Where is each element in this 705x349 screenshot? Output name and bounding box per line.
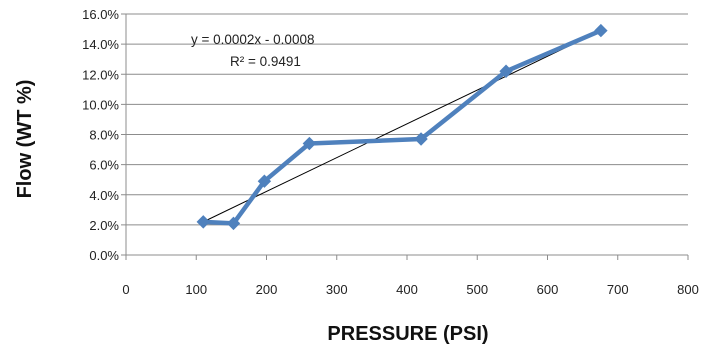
x-tick-label: 600	[537, 282, 559, 297]
trendline	[203, 30, 602, 223]
y-tick-label: 12.0%	[82, 67, 119, 82]
data-point-marker	[196, 215, 210, 229]
trendline-line	[203, 30, 602, 223]
x-tick-label: 200	[256, 282, 278, 297]
data-point-marker	[414, 132, 428, 146]
x-tick-label: 700	[607, 282, 629, 297]
y-tick-label: 14.0%	[82, 37, 119, 52]
y-tick-label: 10.0%	[82, 97, 119, 112]
y-axis-title: Flow (WT %)	[14, 80, 36, 199]
y-tick-label: 2.0%	[89, 218, 119, 233]
x-tick-label: 0	[122, 282, 129, 297]
x-tick-labels: 0 100 200 300 400 500 600 700 800	[122, 282, 698, 297]
y-tick-label: 0.0%	[89, 248, 119, 263]
axes	[121, 13, 689, 260]
data-point-marker	[257, 174, 272, 188]
y-tick-labels: 0.0% 2.0% 4.0% 6.0% 8.0% 10.0% 12.0% 14.0% 16.0%	[82, 7, 119, 263]
x-tick-label: 100	[185, 282, 207, 297]
x-axis-title: PRESSURE (PSI)	[327, 323, 488, 345]
y-tick-label: 16.0%	[82, 7, 119, 22]
data-series	[196, 23, 608, 231]
y-tick-label: 4.0%	[89, 188, 119, 203]
x-tick-label: 500	[466, 282, 488, 297]
gridlines	[126, 13, 688, 226]
trendline-equation: y = 0.0002x - 0.0008	[191, 32, 314, 47]
data-point-marker	[499, 64, 513, 78]
x-tick-label: 800	[677, 282, 699, 297]
data-point-marker	[594, 23, 608, 38]
trendline-r-squared: R² = 0.9491	[230, 54, 301, 69]
x-tick-label: 400	[396, 282, 418, 297]
data-point-marker	[302, 136, 317, 151]
y-tick-label: 6.0%	[89, 158, 119, 173]
y-tick-label: 8.0%	[89, 128, 119, 143]
x-tick-label: 300	[326, 282, 348, 297]
data-point-marker	[226, 216, 241, 231]
